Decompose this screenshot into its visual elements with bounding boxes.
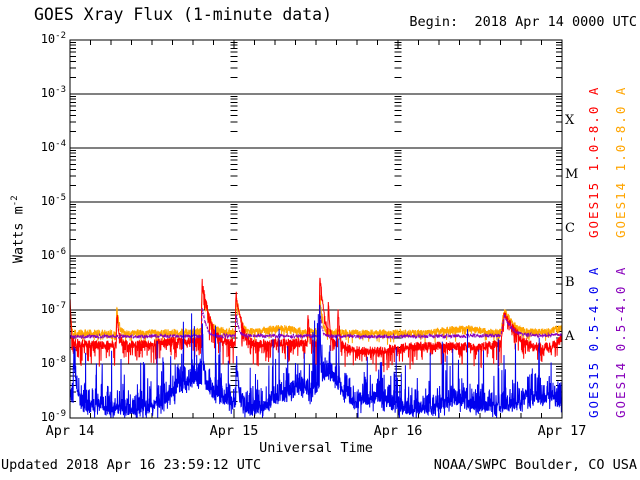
legend-label: GOES15 1.0-8.0 A <box>586 85 601 238</box>
y-tick-label: 10-9 <box>40 409 66 424</box>
legend-label: GOES14 0.5-4.0 A <box>613 265 628 418</box>
flare-class-letter: A <box>565 329 575 344</box>
x-tick-label: Apr 15 <box>209 423 259 439</box>
y-tick-label: 10-5 <box>40 193 66 208</box>
x-axis-label: Universal Time <box>259 440 373 456</box>
y-tick-label: 10-6 <box>40 247 66 262</box>
flare-class-letter: C <box>565 221 575 236</box>
x-tick-label: Apr 16 <box>373 423 423 439</box>
y-tick-label: 10-3 <box>40 85 66 100</box>
y-tick-label: 10-4 <box>40 139 66 154</box>
y-tick-label: 10-7 <box>40 301 66 316</box>
source-credit: NOAA/SWPC Boulder, CO USA <box>433 457 637 473</box>
updated-timestamp: Updated 2018 Apr 16 23:59:12 UTC <box>1 457 262 473</box>
x-tick-label: Apr 14 <box>45 423 95 439</box>
y-tick-label: 10-2 <box>40 31 66 46</box>
y-tick-label: 10-8 <box>40 355 66 370</box>
y-axis-label: Watts m-2 <box>9 195 27 264</box>
decade-gridlines <box>70 93 562 365</box>
x-tick-label: Apr 17 <box>537 423 587 439</box>
trace-goes15-0-5-4-0-a <box>70 304 562 418</box>
flare-class-letter: B <box>565 275 575 290</box>
legend-label: GOES15 0.5-4.0 A <box>586 265 601 418</box>
plot-frame <box>69 39 563 419</box>
chart-title: GOES Xray Flux (1-minute data) <box>34 5 333 24</box>
flare-class-letter: X <box>565 113 575 128</box>
trace-goes15-1-0-8-0-a <box>70 277 562 373</box>
trace-goes14-0-5-4-0-a <box>70 307 562 340</box>
begin-timestamp: Begin: 2018 Apr 14 0000 UTC <box>409 14 637 30</box>
flare-class-letter: M <box>565 167 579 182</box>
legend-label: GOES14 1.0-8.0 A <box>613 85 628 238</box>
